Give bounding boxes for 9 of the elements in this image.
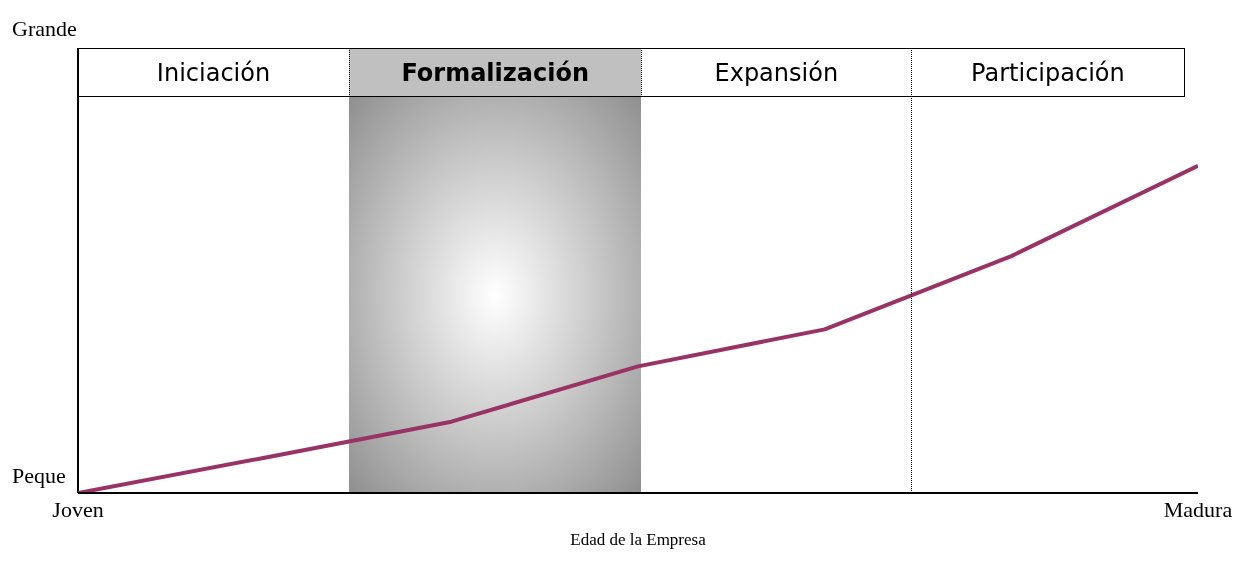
text: Formalización bbox=[349, 49, 642, 97]
x-tick-label: Joven bbox=[52, 496, 104, 522]
text: Peque bbox=[12, 463, 66, 489]
x-axis-title: Edad de la Empresa bbox=[570, 530, 707, 549]
text: Expansión bbox=[713, 57, 840, 89]
x-tick-label: Madura bbox=[1163, 496, 1233, 522]
text: Iniciación bbox=[155, 57, 272, 89]
text: Grande bbox=[12, 16, 77, 42]
text: Participación bbox=[970, 57, 1126, 89]
